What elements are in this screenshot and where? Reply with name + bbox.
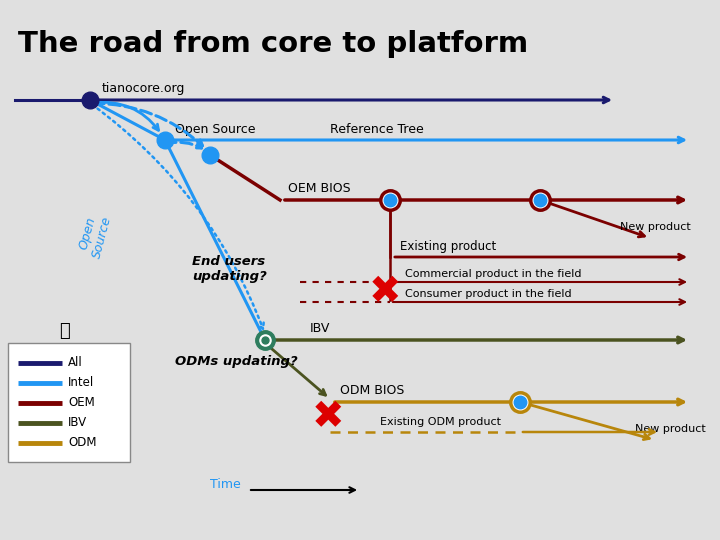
Text: OEM: OEM (68, 396, 95, 409)
FancyBboxPatch shape (8, 343, 130, 462)
Text: Time: Time (210, 478, 240, 491)
Text: The road from core to platform: The road from core to platform (18, 30, 528, 58)
Text: Commercial product in the field: Commercial product in the field (405, 269, 582, 279)
Text: ODM BIOS: ODM BIOS (340, 384, 405, 397)
Text: OEM BIOS: OEM BIOS (288, 182, 351, 195)
Text: ✖: ✖ (312, 398, 344, 436)
Text: ODM: ODM (68, 436, 96, 449)
Text: IBV: IBV (310, 322, 330, 335)
Text: All: All (68, 356, 83, 369)
Text: IBV: IBV (68, 416, 87, 429)
Text: ODMs updating?: ODMs updating? (175, 355, 297, 368)
Text: tianocore.org: tianocore.org (102, 82, 185, 95)
Text: Existing product: Existing product (400, 240, 496, 253)
Text: New product: New product (635, 424, 706, 434)
Text: 🗒: 🗒 (58, 322, 69, 340)
Text: New product: New product (620, 222, 690, 232)
Text: Open Source: Open Source (175, 123, 256, 136)
Text: End users
updating?: End users updating? (192, 255, 266, 283)
Text: Reference Tree: Reference Tree (330, 123, 424, 136)
Text: Consumer product in the field: Consumer product in the field (405, 289, 572, 299)
Text: Existing ODM product: Existing ODM product (380, 417, 501, 427)
Text: ✖: ✖ (369, 273, 401, 311)
Text: Intel: Intel (68, 376, 94, 389)
Text: Open
Source: Open Source (76, 211, 114, 259)
